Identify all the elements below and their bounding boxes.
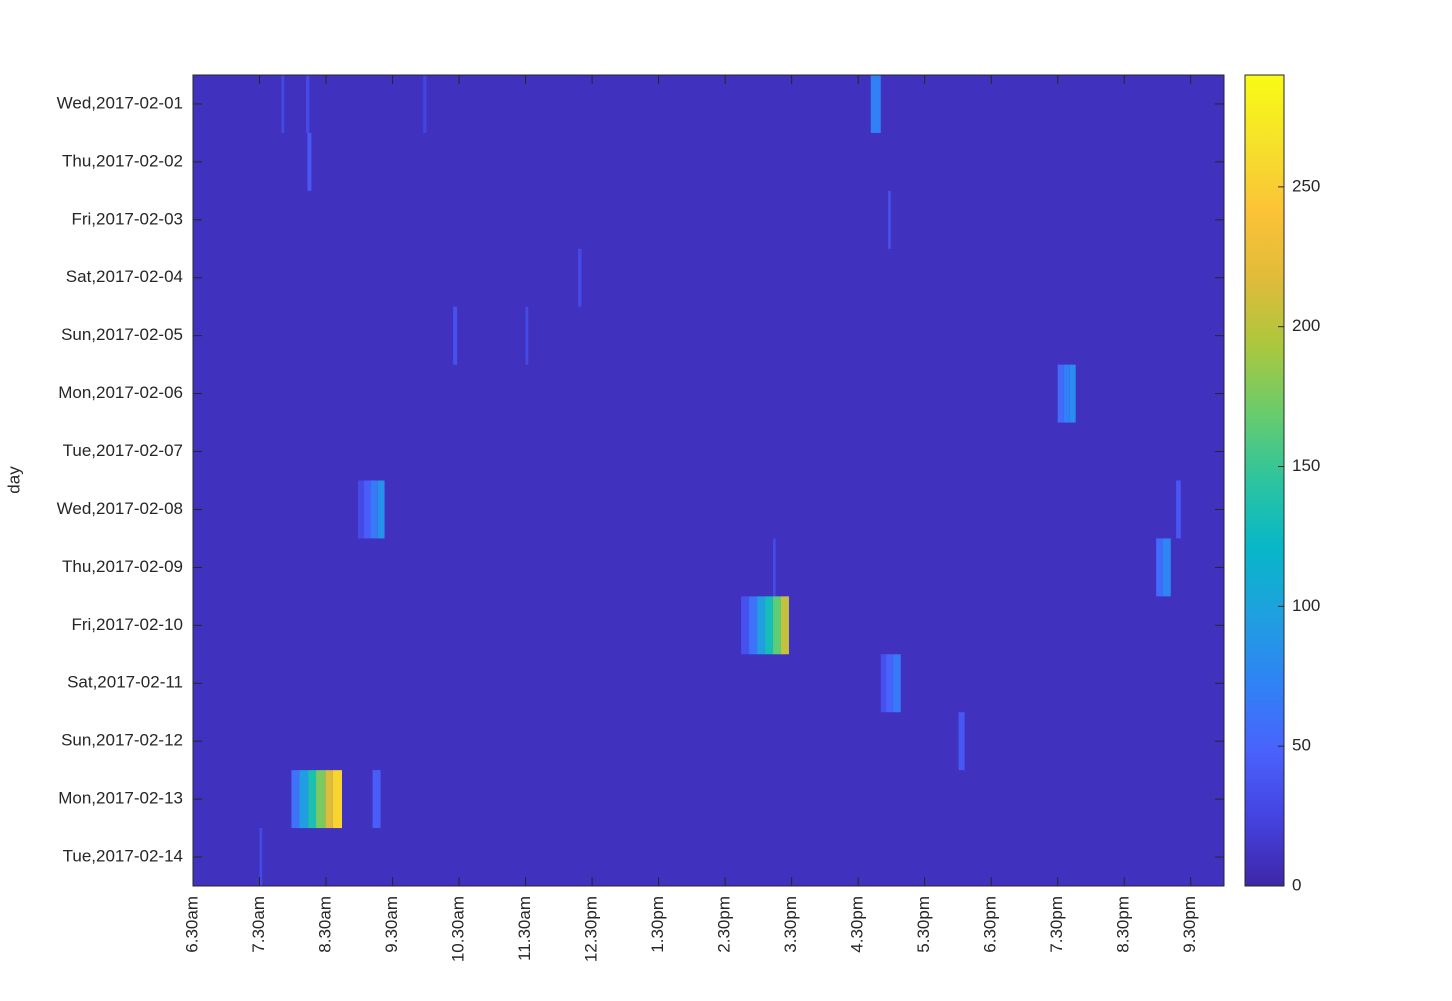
x-tick-label: 7.30am — [249, 896, 268, 953]
y-tick-label: Thu,2017-02-09 — [62, 557, 183, 576]
heatmap-cell — [741, 596, 750, 655]
y-tick-label: Mon,2017-02-13 — [58, 789, 183, 808]
x-tick-label: 8.30pm — [1114, 896, 1133, 953]
heatmap-cell — [370, 480, 378, 539]
y-tick-label: Sat,2017-02-04 — [66, 267, 183, 286]
colorbar-tick-label: 100 — [1292, 596, 1320, 615]
y-tick-label: Wed,2017-02-01 — [57, 93, 183, 112]
heatmap-cell — [453, 306, 458, 365]
heatmap-cell — [765, 596, 774, 655]
heatmap-cell — [307, 132, 312, 191]
heatmap-cell — [1063, 364, 1070, 423]
x-tick-label: 1.30pm — [648, 896, 667, 953]
heatmap-cell — [773, 596, 782, 655]
colorbar-tick-label: 250 — [1292, 176, 1320, 195]
heatmap-cell — [880, 654, 887, 713]
heatmap-cell — [377, 480, 385, 539]
y-tick-label: Tue,2017-02-07 — [63, 441, 183, 460]
x-tick-label: 5.30pm — [914, 896, 933, 953]
heatmap-cell — [299, 770, 309, 829]
heatmap-cell — [316, 770, 326, 829]
colorbar — [1244, 74, 1285, 887]
heatmap-cell — [892, 654, 901, 713]
y-tick-label: Fri,2017-02-10 — [71, 615, 183, 634]
heatmap-cell — [259, 828, 263, 886]
heatmap-cell — [578, 248, 582, 307]
heatmap-background — [193, 75, 1224, 886]
heatmap-cell — [423, 75, 427, 133]
x-tick-label: 7.30pm — [1047, 896, 1066, 953]
x-tick-label: 11.30am — [515, 896, 534, 961]
y-tick-label: Sun,2017-02-12 — [61, 731, 183, 750]
y-tick-label: Mon,2017-02-06 — [58, 383, 183, 402]
x-tick-label: 2.30pm — [715, 896, 734, 953]
y-axis-label: day — [4, 466, 23, 494]
colorbar-tick-label: 0 — [1292, 875, 1301, 894]
heatmap-cell — [372, 770, 381, 829]
y-tick-label: Sat,2017-02-11 — [67, 673, 183, 692]
heatmap-cell — [363, 480, 371, 539]
heatmap-cell — [281, 75, 285, 133]
y-tick-label: Fri,2017-02-03 — [71, 209, 183, 228]
heatmap-cell — [325, 770, 333, 829]
plot-frame — [192, 74, 1225, 887]
y-tick-label: Wed,2017-02-08 — [57, 499, 183, 518]
heatmap-cell — [306, 75, 310, 133]
heatmap-cell — [308, 770, 317, 829]
x-tick-label: 8.30am — [316, 896, 335, 953]
heatmap-cell — [1057, 364, 1064, 423]
x-tick-label: 6.30am — [182, 896, 201, 953]
heatmap-cell — [332, 770, 342, 829]
heatmap-cell — [525, 306, 529, 365]
heatmap-cell — [757, 596, 766, 655]
x-tick-label: 9.30pm — [1180, 896, 1199, 953]
heatmap-cell — [749, 596, 758, 655]
x-tick-label: 3.30pm — [781, 896, 800, 953]
heatmap-cell — [1069, 364, 1076, 423]
heatmap-cell — [870, 75, 881, 133]
x-tick-label: 12.30pm — [582, 896, 601, 962]
x-tick-label: 4.30pm — [848, 896, 867, 953]
heatmap-cell — [888, 190, 891, 249]
colorbar-tick-label: 200 — [1292, 316, 1320, 335]
x-tick-label: 9.30am — [382, 896, 401, 953]
heatmap-cell — [1176, 480, 1181, 539]
y-tick-label: Thu,2017-02-02 — [62, 151, 183, 170]
x-tick-label: 6.30pm — [981, 896, 1000, 953]
y-tick-label: Sun,2017-02-05 — [61, 325, 183, 344]
heatmap-cell — [1162, 538, 1171, 597]
heatmap-cell — [781, 596, 789, 655]
heatmap-cell — [291, 770, 300, 829]
heatmap-cell — [1156, 538, 1163, 597]
colorbar-tick-label: 50 — [1292, 736, 1311, 755]
heatmap-cell — [773, 538, 776, 597]
heatmap-cell — [357, 480, 364, 539]
heatmap-cell — [958, 712, 965, 771]
y-tick-label: Tue,2017-02-14 — [63, 847, 183, 866]
heatmap-cell — [886, 654, 893, 713]
colorbar-tick-label: 150 — [1292, 456, 1320, 475]
x-tick-label: 10.30am — [449, 896, 468, 962]
